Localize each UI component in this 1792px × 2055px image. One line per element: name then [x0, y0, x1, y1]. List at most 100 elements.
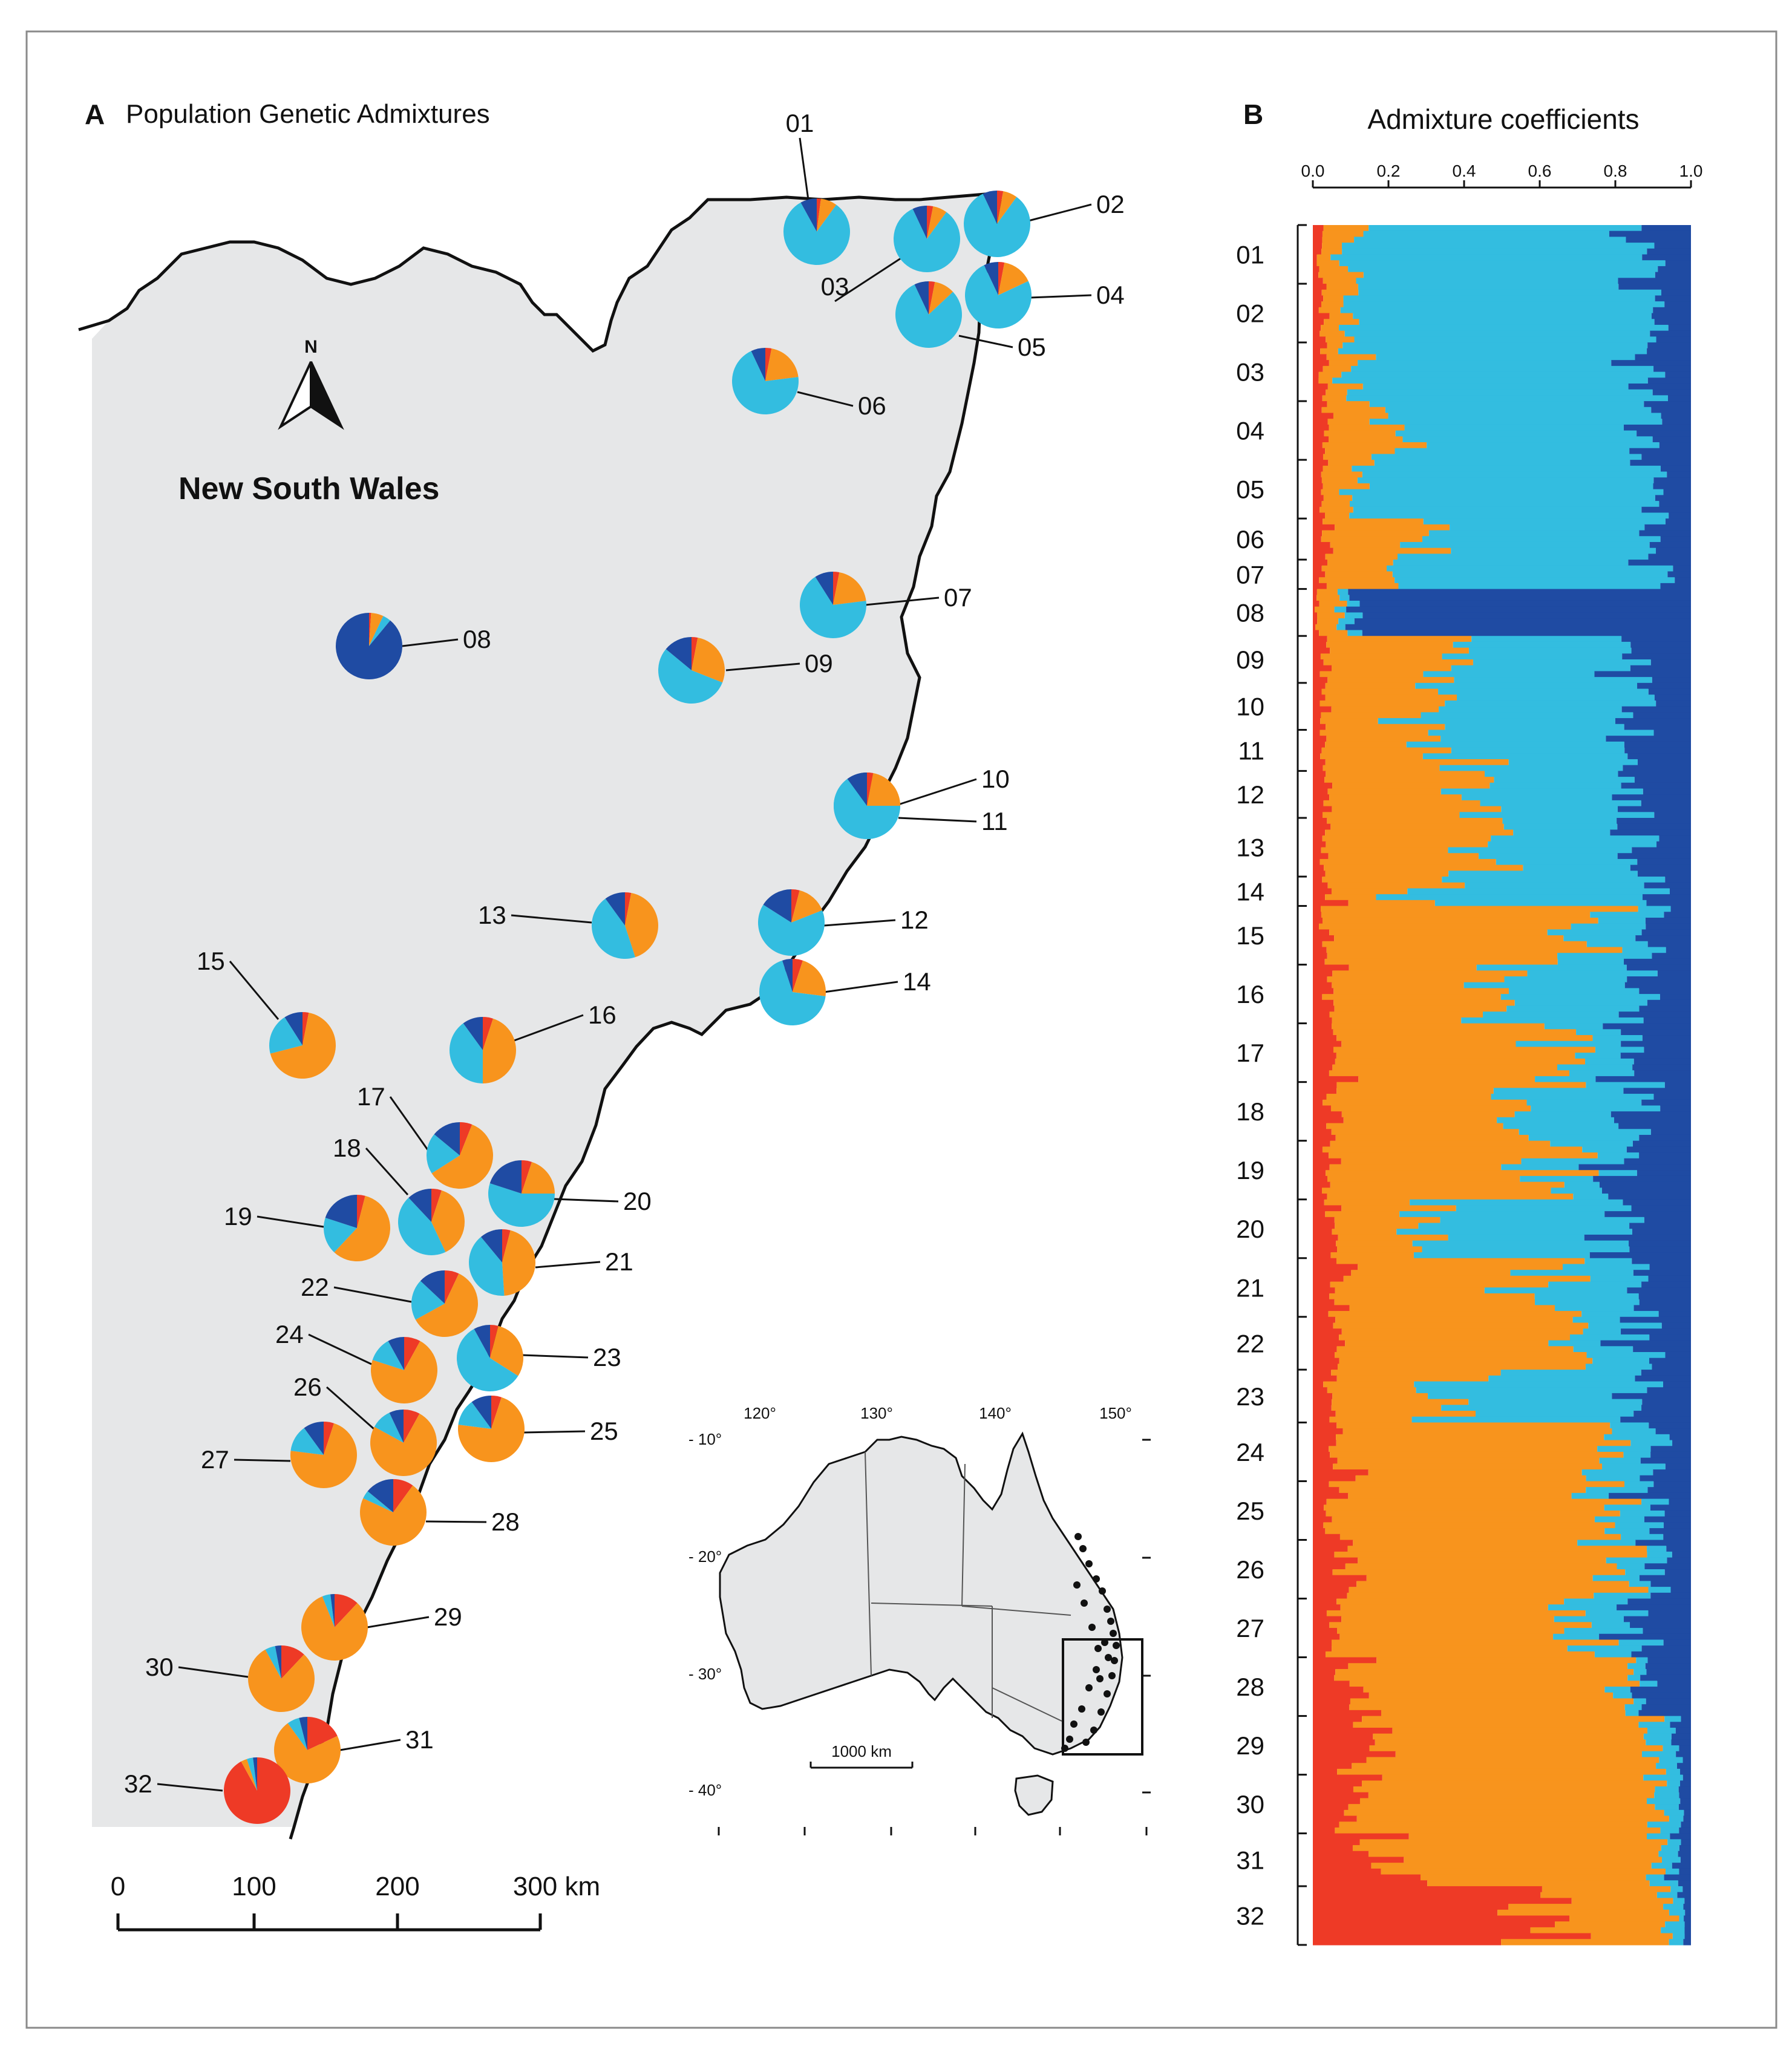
bar-13-10-lightblue — [1448, 871, 1638, 877]
pie-11-slice-darkblue — [847, 773, 867, 806]
pie-11-slice-orange — [867, 773, 900, 806]
bar-13-2-lightblue — [1503, 823, 1618, 831]
x-tick-label-0.4: 0.4 — [1453, 162, 1476, 180]
pie-05-slice-red — [929, 281, 935, 315]
bar-04-7-red — [1313, 436, 1329, 443]
bar-22-8-orange — [1339, 1357, 1593, 1364]
bar-06-4-lightblue — [1422, 536, 1661, 543]
bar-03-1-red — [1313, 342, 1327, 349]
pie-27-slice-darkblue — [304, 1422, 324, 1455]
bar-21-10-darkblue — [1658, 1311, 1691, 1318]
bar-20-8-darkblue — [1629, 1240, 1691, 1247]
bar-13-2-darkblue — [1617, 823, 1691, 831]
bar-10-3-lightblue — [1457, 694, 1655, 701]
bar-18-1-red — [1313, 1082, 1337, 1088]
pie-18-slice-darkblue — [408, 1189, 431, 1222]
bar-15-6-lightblue — [1563, 935, 1636, 942]
bar-11-4-orange — [1321, 747, 1451, 754]
leader-line-31 — [339, 1739, 401, 1751]
bar-24-8-lightblue — [1601, 1463, 1666, 1470]
leader-line-16 — [514, 1014, 584, 1042]
bar-22-1-darkblue — [1620, 1316, 1691, 1324]
bar-21-9-lightblue — [1554, 1305, 1634, 1312]
bar-29-10-orange — [1337, 1768, 1666, 1776]
pie-11-slice-lightblue — [834, 779, 900, 839]
panel-a-letter: A — [85, 99, 105, 130]
pie-17-slice-lightblue — [427, 1134, 460, 1174]
bar-group-12 — [1313, 771, 1691, 818]
bar-24-10-orange — [1355, 1475, 1586, 1482]
bar-18-10-orange — [1335, 1134, 1529, 1142]
bar-26-10-darkblue — [1650, 1592, 1691, 1599]
bar-17-4-lightblue — [1516, 1041, 1621, 1048]
bar-04-5-red — [1313, 424, 1329, 431]
bar-09-4-orange — [1320, 653, 1442, 660]
bar-19-8-orange — [1330, 1181, 1565, 1188]
inset-dot — [1078, 1705, 1085, 1713]
bar-05-4-orange — [1321, 477, 1358, 484]
bar-16-9-lightblue — [1483, 1011, 1619, 1018]
bar-04-1-orange — [1327, 401, 1370, 408]
pie-05: 05 — [895, 281, 1046, 361]
pie-28-slice-orange — [359, 1485, 427, 1546]
bar-12-2-red — [1313, 777, 1325, 783]
bar-04-8-red — [1313, 442, 1323, 449]
bar-29-7-lightblue — [1641, 1751, 1676, 1758]
bar-02-2-orange — [1321, 289, 1359, 296]
bar-25-4-orange — [1326, 1498, 1642, 1505]
bar-13-3-orange — [1325, 829, 1514, 836]
bar-23-5-darkblue — [1612, 1393, 1691, 1400]
bar-08-6-orange — [1317, 618, 1339, 625]
bar-02-10-lightblue — [1354, 336, 1656, 343]
bar-02-9-red — [1313, 330, 1320, 337]
leader-line-03 — [834, 256, 903, 302]
bar-28-6-lightblue — [1604, 1687, 1630, 1693]
bar-30-4-red — [1313, 1792, 1369, 1799]
bar-27-10-orange — [1326, 1651, 1595, 1658]
bar-19-2-lightblue — [1582, 1146, 1627, 1153]
group-label-31: 31 — [1236, 1846, 1264, 1874]
bar-05-6-red — [1313, 489, 1321, 495]
pie-32-slice-darkblue — [253, 1757, 257, 1791]
group-label-11: 11 — [1238, 736, 1264, 765]
bar-12-5-darkblue — [1612, 794, 1691, 801]
bar-01-3-red — [1313, 237, 1323, 243]
bar-06-3-darkblue — [1639, 530, 1691, 537]
bar-03-8-orange — [1327, 383, 1363, 390]
bar-14-3-darkblue — [1669, 888, 1691, 895]
bar-03-1-orange — [1327, 342, 1343, 349]
pie-17: 17 — [357, 1082, 493, 1189]
bar-26-7-darkblue — [1639, 1575, 1691, 1582]
bar-18-8-darkblue — [1618, 1123, 1691, 1129]
bar-32-1-orange — [1542, 1886, 1671, 1893]
bar-25-2-red — [1313, 1487, 1339, 1494]
bar-21-6-orange — [1335, 1287, 1485, 1294]
bar-21-2-lightblue — [1562, 1264, 1650, 1270]
bar-03-3-darkblue — [1635, 354, 1691, 361]
bar-08-7-orange — [1315, 624, 1337, 631]
pie-31: 31 — [274, 1717, 434, 1783]
bar-28-8-red — [1313, 1698, 1350, 1705]
bar-24-10-darkblue — [1640, 1475, 1691, 1482]
bar-20-8-orange — [1336, 1240, 1413, 1247]
bar-32-8-darkblue — [1684, 1927, 1691, 1934]
bar-30-3-lightblue — [1655, 1786, 1679, 1793]
bar-13-10-orange — [1325, 871, 1449, 877]
bar-15-5-red — [1313, 929, 1330, 936]
bar-27-7-darkblue — [1599, 1633, 1691, 1641]
bar-32-4-lightblue — [1663, 1904, 1684, 1910]
pie-12: 12 — [758, 889, 929, 956]
bar-15-5-lightblue — [1547, 929, 1642, 936]
group-label-13: 13 — [1236, 834, 1264, 862]
bar-21-2-darkblue — [1649, 1264, 1691, 1270]
bar-20-6-lightblue — [1396, 1229, 1632, 1235]
bar-21-2-orange — [1358, 1264, 1563, 1270]
bar-27-5-lightblue — [1591, 1622, 1630, 1629]
bar-25-2-orange — [1339, 1487, 1586, 1494]
bar-01-7-lightblue — [1339, 260, 1666, 267]
pie-25: 25 — [458, 1396, 618, 1462]
bar-31-2-darkblue — [1681, 1839, 1691, 1846]
bar-10-7-orange — [1320, 718, 1378, 725]
bar-22-4-orange — [1339, 1334, 1570, 1341]
